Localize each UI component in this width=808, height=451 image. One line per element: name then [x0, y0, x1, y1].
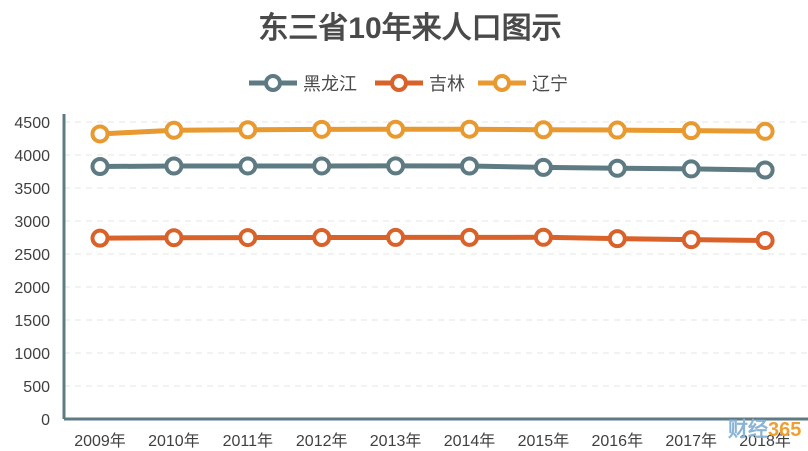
data-point [90, 124, 110, 144]
y-tick-label: 3000 [14, 214, 50, 231]
legend: 黑龙江 吉林 辽宁 [249, 74, 568, 94]
data-point [681, 121, 701, 141]
x-tick-label: 2009年 [74, 432, 126, 450]
data-point [164, 156, 184, 176]
data-point [533, 157, 553, 177]
y-tick-label: 1500 [14, 313, 50, 330]
data-point [607, 120, 627, 140]
x-tick-label: 2013年 [370, 432, 422, 450]
y-tick-label: 0 [41, 412, 50, 429]
legend-item: 辽宁 [478, 74, 568, 94]
y-tick-label: 2500 [14, 247, 50, 264]
legend-swatch-marker [390, 74, 408, 92]
y-tick-label: 4500 [14, 115, 50, 132]
data-point [386, 156, 406, 176]
data-point [386, 227, 406, 247]
y-tick-label: 3500 [14, 181, 50, 198]
data-point [533, 227, 553, 247]
data-point [607, 158, 627, 178]
data-point [460, 119, 479, 139]
legend-swatch-marker [493, 74, 511, 92]
x-tick-label: 2017年 [665, 432, 717, 450]
data-point [755, 160, 775, 180]
data-point [312, 156, 332, 176]
y-tick-label: 4000 [14, 148, 50, 165]
data-point [90, 156, 110, 176]
data-point [755, 121, 775, 141]
chart-title: 东三省10年来人口图示 [258, 11, 561, 45]
data-point [312, 119, 332, 139]
legend-label: 吉林 [429, 74, 465, 94]
data-point [238, 228, 258, 248]
series-2 [90, 227, 775, 251]
data-point [312, 228, 332, 247]
x-tick-label: 2016年 [591, 432, 643, 450]
data-point [164, 228, 184, 248]
x-tick-label: 2010年 [148, 432, 200, 450]
series-line [97, 163, 768, 173]
data-point [164, 120, 184, 140]
y-tick-label: 1000 [14, 346, 50, 363]
data-point [90, 228, 110, 248]
series-line [97, 234, 768, 244]
data-point [460, 227, 479, 247]
y-tick-label: 500 [23, 379, 50, 396]
x-tick-label: 2012年 [296, 432, 348, 450]
watermark-text: 财经365 [728, 417, 801, 441]
data-point [681, 230, 701, 250]
data-point [607, 229, 627, 249]
gridlines [64, 121, 808, 387]
data-point [460, 156, 479, 176]
y-axis-ticks: 0 500 1000 1500 2000 2500 3000 3500 4000 4500 [14, 115, 50, 429]
x-tick-label: 2011年 [223, 432, 273, 450]
legend-label: 黑龙江 [303, 74, 357, 94]
data-point [681, 159, 701, 179]
series-1 [90, 156, 775, 180]
x-tick-label: 2018年 [739, 432, 791, 450]
legend-swatch-marker [264, 74, 282, 92]
x-axis-ticks: 2009年 2010年 2011年 2012年 2013年 2014年 2015年 2016年… [74, 432, 791, 450]
legend-item: 黑龙江 [249, 74, 357, 94]
data-point [386, 119, 406, 139]
data-point [238, 120, 258, 140]
legend-item: 吉林 [375, 74, 465, 94]
y-tick-label: 2000 [14, 280, 50, 297]
data-point [755, 231, 775, 251]
legend-label: 辽宁 [532, 74, 568, 94]
x-tick-label: 2014年 [444, 432, 496, 450]
watermark: 财经365 [728, 417, 801, 441]
series-group [90, 119, 775, 251]
data-point [533, 120, 553, 140]
x-tick-label: 2015年 [518, 432, 570, 450]
series-3 [90, 119, 775, 144]
data-point [238, 156, 258, 176]
series-line [97, 126, 768, 137]
